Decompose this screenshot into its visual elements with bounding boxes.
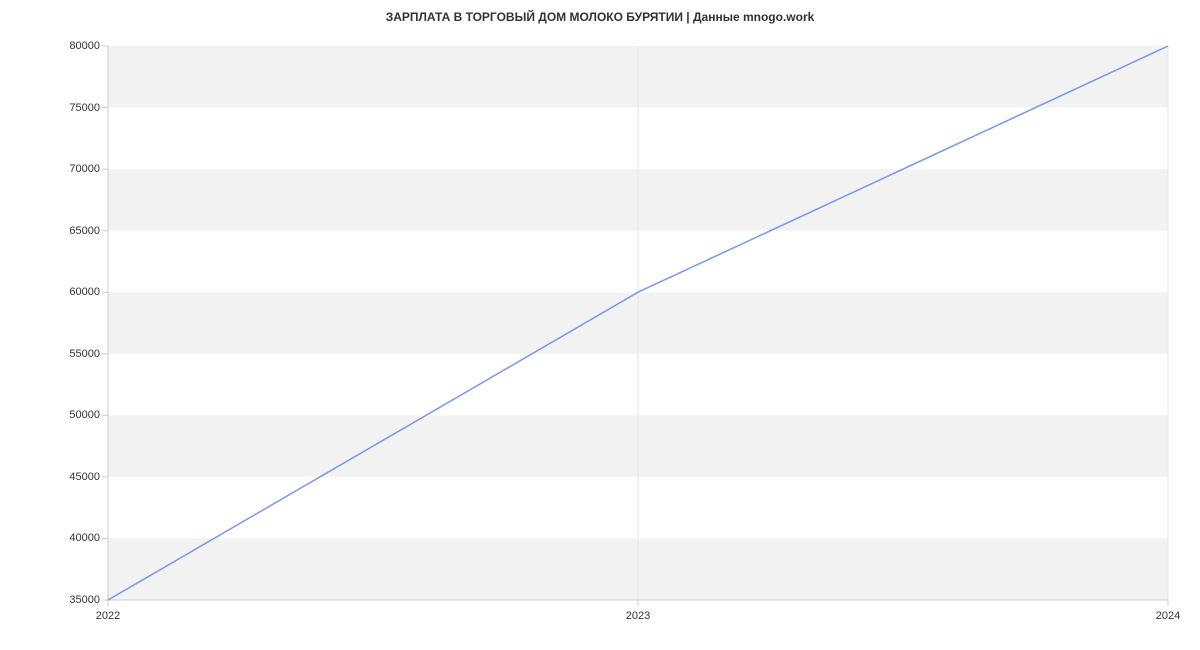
y-tick-label: 60000 xyxy=(50,286,100,298)
y-tick-label: 75000 xyxy=(50,102,100,114)
x-tick-label: 2024 xyxy=(1156,610,1180,622)
y-tick-label: 65000 xyxy=(50,225,100,237)
y-tick-label: 80000 xyxy=(50,40,100,52)
y-tick-label: 50000 xyxy=(50,409,100,421)
y-tick-label: 40000 xyxy=(50,532,100,544)
y-tick-label: 45000 xyxy=(50,471,100,483)
y-tick-label: 55000 xyxy=(50,348,100,360)
y-tick-label: 70000 xyxy=(50,163,100,175)
x-tick-label: 2023 xyxy=(626,610,650,622)
x-tick-label: 2022 xyxy=(96,610,120,622)
chart-plot xyxy=(108,46,1168,600)
y-tick-label: 35000 xyxy=(50,594,100,606)
chart-title: ЗАРПЛАТА В ТОРГОВЫЙ ДОМ МОЛОКО БУРЯТИИ |… xyxy=(0,10,1200,24)
